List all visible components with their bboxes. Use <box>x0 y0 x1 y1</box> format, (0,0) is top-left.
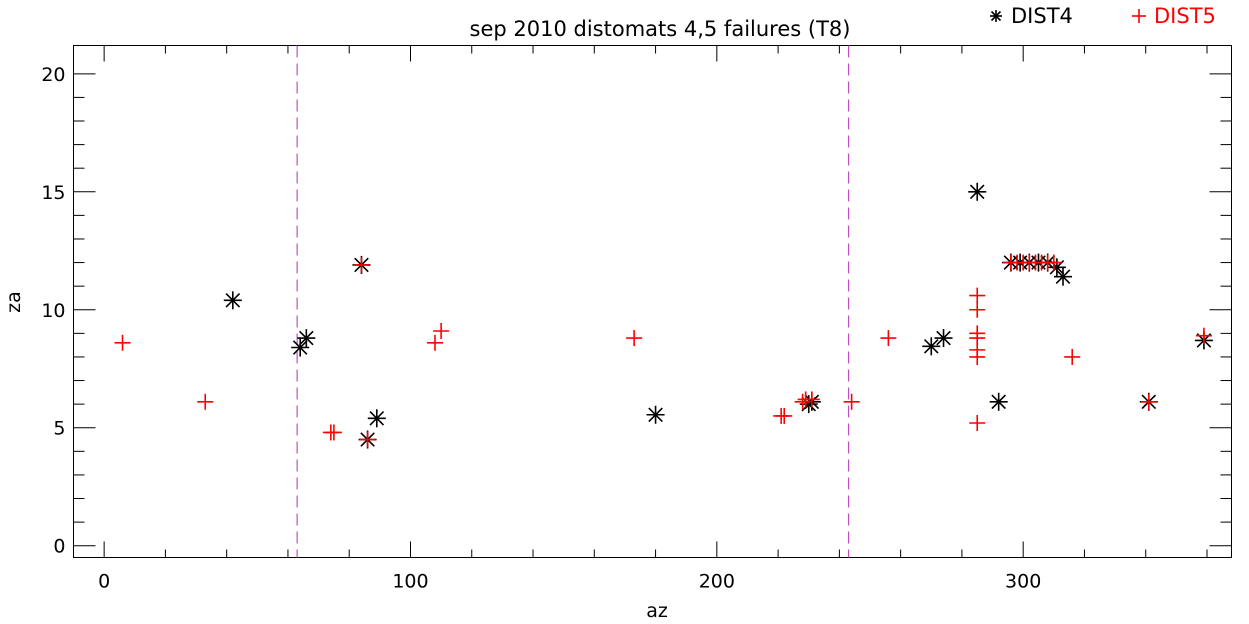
data-point-dist5 <box>1195 327 1212 344</box>
data-point-dist5 <box>794 393 811 410</box>
data-point-dist5 <box>969 415 986 432</box>
data-point-dist5 <box>1140 393 1157 410</box>
y-axis-title: za <box>3 291 25 313</box>
legend-plus-icon <box>1132 9 1146 23</box>
y-tick-label: 10 <box>41 300 65 322</box>
plot-frame <box>73 45 1232 558</box>
axis-ticks <box>73 45 1232 558</box>
legend-marker-dist4 <box>990 10 1002 22</box>
data-point-dist5 <box>353 256 370 273</box>
data-point-dist5 <box>197 393 214 410</box>
y-tick-labels: 0 5 10 15 20 <box>41 64 65 558</box>
data-point-dist5 <box>843 393 860 410</box>
legend-label-dist5: DIST5 <box>1154 4 1216 28</box>
data-point-dist5 <box>776 407 793 424</box>
x-tick-label: 0 <box>98 571 110 593</box>
legend: DIST4 DIST5 <box>990 4 1216 28</box>
x-tick-label: 200 <box>699 571 735 593</box>
data-point-dist5 <box>1064 348 1081 365</box>
legend-marker-dist5 <box>1132 9 1146 23</box>
data-point-dist5 <box>426 334 443 351</box>
data-point-dist5 <box>433 322 450 339</box>
data-markers <box>114 182 1213 449</box>
data-point-dist4 <box>646 405 665 424</box>
data-point-dist5 <box>325 424 342 441</box>
data-point-dist4 <box>223 291 242 310</box>
x-tick-label: 100 <box>392 571 428 593</box>
data-point-dist4 <box>922 337 941 356</box>
data-point-dist4 <box>291 338 310 357</box>
data-point-dist4 <box>297 329 316 348</box>
data-point-dist4 <box>367 409 386 428</box>
data-point-dist5 <box>626 330 643 347</box>
x-tick-label: 300 <box>1005 571 1041 593</box>
data-point-dist4 <box>989 392 1008 411</box>
chart-title: sep 2010 distomats 4,5 failures (T8) <box>470 17 851 41</box>
data-point-dist5 <box>1045 254 1062 271</box>
y-tick-label: 20 <box>41 64 65 86</box>
data-point-dist5 <box>803 391 820 408</box>
legend-asterisk-icon <box>990 10 1002 22</box>
data-point-dist5 <box>969 301 986 318</box>
x-tick-labels: 0 100 200 300 <box>98 571 1041 593</box>
legend-label-dist4: DIST4 <box>1011 4 1073 28</box>
data-point-dist5 <box>114 334 131 351</box>
data-point-dist4 <box>934 329 953 348</box>
data-point-dist5 <box>359 431 376 448</box>
reference-lines <box>296 45 850 558</box>
x-axis-title: az <box>646 600 668 622</box>
data-point-dist5 <box>969 287 986 304</box>
y-tick-label: 0 <box>53 536 65 558</box>
data-point-dist4 <box>1054 267 1073 286</box>
y-tick-label: 5 <box>53 418 65 440</box>
y-tick-label: 15 <box>41 182 65 204</box>
data-point-dist4 <box>968 182 987 201</box>
data-point-dist5 <box>969 348 986 365</box>
data-point-dist5 <box>880 330 897 347</box>
